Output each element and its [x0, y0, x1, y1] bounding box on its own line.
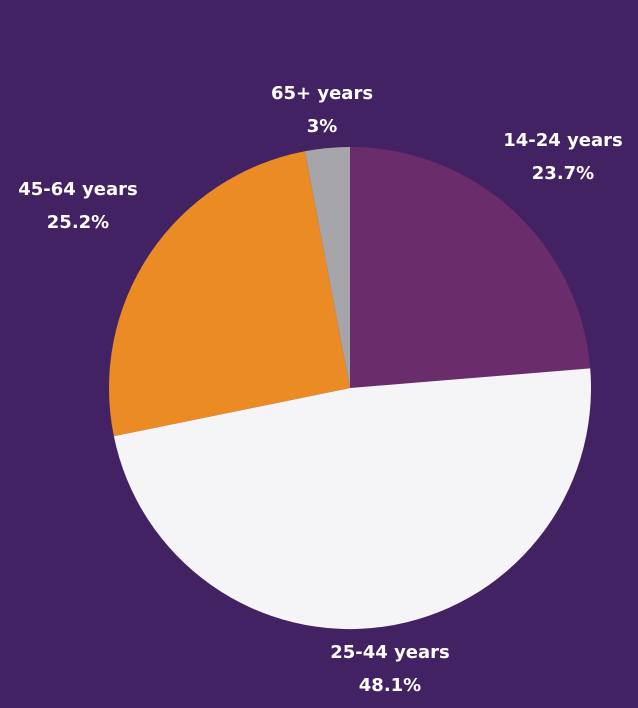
slice-percentage: 48.1% — [358, 675, 422, 696]
slice-percentage: 23.7% — [531, 163, 595, 184]
slice-label-65-plus: 65+ years 3% — [271, 77, 373, 143]
slice-label-14-24: 14-24 years 23.7% — [503, 124, 623, 190]
slice-percentage: 25.2% — [46, 212, 110, 233]
slice-name: 14-24 years — [503, 130, 623, 151]
pie-slice-45-64-years — [108, 151, 351, 437]
slice-name: 65+ years — [270, 83, 374, 104]
slice-percentage: 3% — [306, 116, 338, 137]
slice-name: 25-44 years — [330, 642, 450, 663]
slice-label-45-64: 45-64 years 25.2% — [18, 173, 138, 239]
slice-name: 45-64 years — [18, 179, 138, 200]
pie-slice-65-years — [304, 147, 350, 388]
slice-label-25-44: 25-44 years 48.1% — [330, 636, 450, 702]
pie-slice-25-44-years — [113, 368, 592, 630]
pie-slice-14-24-years — [350, 147, 591, 388]
